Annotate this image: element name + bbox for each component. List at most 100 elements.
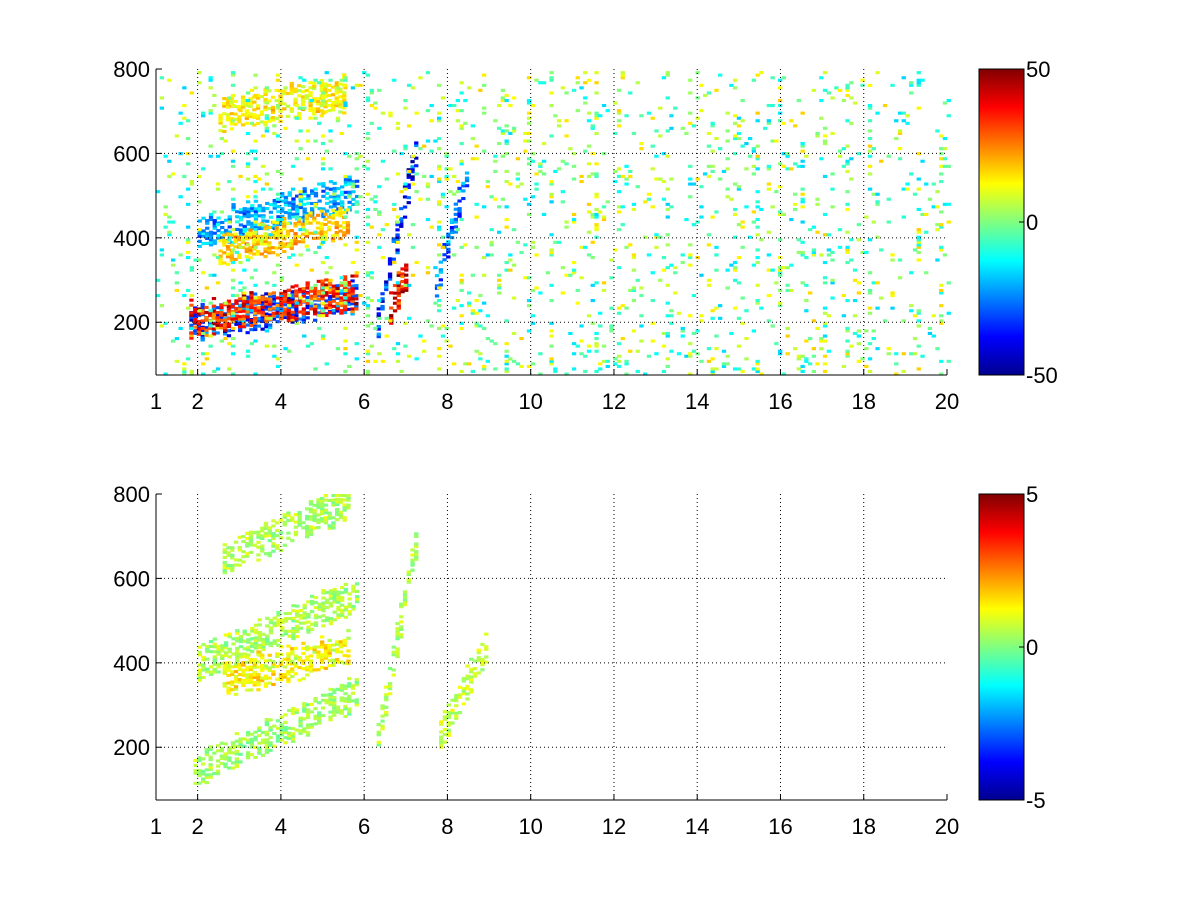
heatmap-cell: [301, 651, 306, 655]
heatmap-cell: [313, 722, 318, 726]
heatmap-cell: [253, 209, 259, 213]
heatmap-cell: [395, 228, 400, 232]
x-tick-label: 16: [768, 389, 792, 414]
heatmap-cell: [309, 723, 314, 727]
heatmap-cell: [324, 306, 329, 310]
heatmap-cell: [339, 304, 344, 308]
heatmap-cell: [661, 180, 667, 184]
heatmap-cell: [867, 311, 873, 315]
heatmap-cell: [564, 162, 569, 166]
heatmap-feature-5: [439, 632, 489, 749]
heatmap-cell: [305, 311, 310, 315]
heatmap-cell: [208, 324, 213, 328]
heatmap-cell: [916, 344, 921, 348]
heatmap-cell: [725, 111, 730, 115]
heatmap-cell: [268, 631, 274, 635]
heatmap-cell: [845, 119, 850, 123]
heatmap-cell: [406, 183, 411, 187]
heatmap-cell: [549, 250, 554, 254]
heatmap-cell: [395, 359, 401, 363]
heatmap-cell: [335, 286, 340, 290]
heatmap-cell: [429, 174, 434, 178]
heatmap-cell: [571, 367, 577, 371]
heatmap-cell: [688, 182, 693, 186]
heatmap-cell: [283, 713, 288, 717]
heatmap-cell: [328, 604, 334, 608]
heatmap-cell: [594, 162, 599, 166]
heatmap-cell: [661, 152, 667, 156]
heatmap-cell: [308, 525, 314, 529]
heatmap-cell: [751, 147, 756, 151]
heatmap-cell: [594, 235, 599, 239]
heatmap-cell: [324, 303, 329, 307]
heatmap-cell: [688, 314, 693, 318]
heatmap-cell: [718, 304, 723, 308]
heatmap-cell: [218, 254, 223, 258]
y-tick-label: 400: [113, 226, 150, 251]
heatmap-cell: [391, 645, 396, 649]
heatmap-cell: [800, 111, 805, 115]
heatmap-cell: [275, 652, 280, 656]
heatmap-cell: [238, 752, 243, 756]
heatmap-cell: [387, 272, 393, 276]
heatmap-cell: [320, 517, 325, 521]
heatmap-cell: [182, 367, 187, 371]
heatmap-cell: [197, 174, 202, 178]
heatmap-cell: [163, 321, 168, 325]
heatmap-cell: [384, 316, 389, 320]
heatmap-cell: [248, 673, 254, 677]
heatmap-cell: [335, 518, 340, 522]
heatmap-cell: [215, 326, 220, 330]
heatmap-cell: [264, 718, 269, 722]
heatmap-cell: [347, 205, 352, 209]
heatmap-cell: [340, 613, 345, 617]
heatmap-cell: [272, 199, 277, 203]
heatmap-cell: [253, 638, 259, 642]
colorbar-tick-label: -50: [1026, 363, 1058, 388]
heatmap-cell: [377, 352, 382, 356]
heatmap-cell: [631, 256, 637, 260]
heatmap-cell: [283, 203, 289, 207]
heatmap-cell: [410, 568, 415, 572]
heatmap-cell: [598, 362, 603, 366]
heatmap-cell: [182, 174, 187, 178]
heatmap-cell: [252, 123, 257, 127]
heatmap-cell: [245, 164, 251, 168]
heatmap-cell: [437, 137, 442, 141]
heatmap-cell: [237, 115, 242, 119]
heatmap-cell: [347, 677, 352, 681]
heatmap-cell: [315, 97, 321, 101]
heatmap-cell: [229, 99, 234, 103]
heatmap-cell: [396, 283, 401, 287]
heatmap-cell: [556, 124, 562, 128]
heatmap-cell: [324, 283, 329, 287]
heatmap-cell: [298, 296, 303, 300]
heatmap-cell: [327, 294, 333, 298]
heatmap-cell: [275, 528, 280, 532]
heatmap-cell: [594, 281, 599, 285]
heatmap-cell: [404, 268, 409, 272]
heatmap-cell: [312, 650, 317, 654]
heatmap-cell: [268, 736, 273, 740]
heatmap-cell: [290, 667, 295, 671]
heatmap-cell: [249, 303, 254, 307]
heatmap-cell: [253, 325, 258, 329]
heatmap-cell: [276, 200, 281, 204]
heatmap-cell: [489, 228, 494, 232]
heatmap-cell: [703, 172, 708, 176]
heatmap-cell: [616, 124, 622, 128]
heatmap-cell: [208, 212, 214, 216]
heatmap-cell: [856, 291, 861, 295]
heatmap-cell: [286, 513, 291, 517]
heatmap-cell: [440, 334, 446, 338]
heatmap-cell: [233, 677, 239, 681]
heatmap-cell: [257, 734, 262, 738]
heatmap-cell: [223, 641, 229, 645]
heatmap-cell: [365, 314, 371, 318]
heatmap-cell: [384, 705, 389, 709]
heatmap-cell: [201, 655, 206, 659]
heatmap-cell: [826, 91, 831, 95]
heatmap-cell: [309, 342, 314, 346]
heatmap-cell: [778, 266, 783, 270]
heatmap-cell: [497, 273, 502, 277]
